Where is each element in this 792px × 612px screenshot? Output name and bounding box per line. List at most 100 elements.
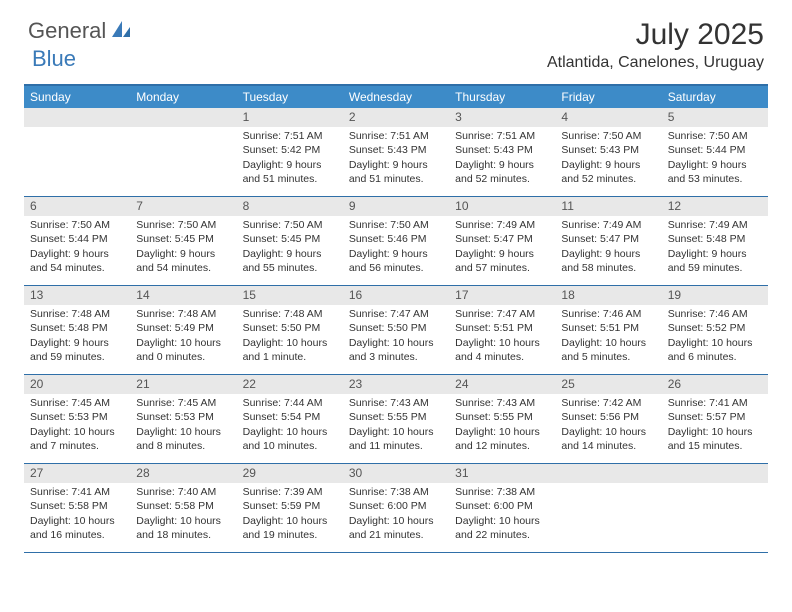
- day-number: 7: [130, 197, 236, 216]
- cell-body: Sunrise: 7:38 AMSunset: 6:00 PMDaylight:…: [449, 483, 555, 546]
- sunrise-text: Sunrise: 7:45 AM: [30, 396, 126, 410]
- cell-body: Sunrise: 7:47 AMSunset: 5:50 PMDaylight:…: [343, 305, 449, 368]
- sunset-text: Sunset: 5:44 PM: [30, 232, 126, 246]
- day-number: 4: [555, 108, 661, 127]
- cell-body: Sunrise: 7:50 AMSunset: 5:44 PMDaylight:…: [662, 127, 768, 190]
- daynum-row: 26: [662, 375, 768, 394]
- daynum-row: 12: [662, 197, 768, 216]
- day-cell: 6Sunrise: 7:50 AMSunset: 5:44 PMDaylight…: [24, 197, 130, 285]
- daylight-text: Daylight: 10 hours and 16 minutes.: [30, 514, 126, 542]
- day-number: 30: [343, 464, 449, 483]
- day-cell: [24, 108, 130, 196]
- cell-body: Sunrise: 7:48 AMSunset: 5:50 PMDaylight:…: [237, 305, 343, 368]
- day-cell: 25Sunrise: 7:42 AMSunset: 5:56 PMDayligh…: [555, 375, 661, 463]
- daynum-row: 6: [24, 197, 130, 216]
- day-cell: 13Sunrise: 7:48 AMSunset: 5:48 PMDayligh…: [24, 286, 130, 374]
- sunset-text: Sunset: 5:44 PM: [668, 143, 764, 157]
- daylight-text: Daylight: 10 hours and 19 minutes.: [243, 514, 339, 542]
- daynum-row: 25: [555, 375, 661, 394]
- sunset-text: Sunset: 5:45 PM: [136, 232, 232, 246]
- daynum-row: [130, 108, 236, 127]
- daynum-row: 23: [343, 375, 449, 394]
- sunset-text: Sunset: 5:47 PM: [561, 232, 657, 246]
- day-number: 8: [237, 197, 343, 216]
- header: General July 2025 Atlantida, Canelones, …: [0, 0, 792, 78]
- daynum-row: 1: [237, 108, 343, 127]
- sunset-text: Sunset: 5:52 PM: [668, 321, 764, 335]
- logo-text-blue-wrap: Blue: [32, 46, 76, 72]
- daynum-row: 30: [343, 464, 449, 483]
- day-number: 16: [343, 286, 449, 305]
- daynum-row: 17: [449, 286, 555, 305]
- weeks-container: 1Sunrise: 7:51 AMSunset: 5:42 PMDaylight…: [24, 108, 768, 553]
- day-cell: 20Sunrise: 7:45 AMSunset: 5:53 PMDayligh…: [24, 375, 130, 463]
- cell-body: Sunrise: 7:40 AMSunset: 5:58 PMDaylight:…: [130, 483, 236, 546]
- day-cell: 27Sunrise: 7:41 AMSunset: 5:58 PMDayligh…: [24, 464, 130, 552]
- sunset-text: Sunset: 5:51 PM: [455, 321, 551, 335]
- sunrise-text: Sunrise: 7:38 AM: [349, 485, 445, 499]
- cell-body: Sunrise: 7:50 AMSunset: 5:45 PMDaylight:…: [130, 216, 236, 279]
- day-cell: 11Sunrise: 7:49 AMSunset: 5:47 PMDayligh…: [555, 197, 661, 285]
- daynum-row: 24: [449, 375, 555, 394]
- cell-body: Sunrise: 7:48 AMSunset: 5:48 PMDaylight:…: [24, 305, 130, 368]
- sunrise-text: Sunrise: 7:40 AM: [136, 485, 232, 499]
- dayname: Sunday: [24, 86, 130, 108]
- sunset-text: Sunset: 5:48 PM: [30, 321, 126, 335]
- day-cell: 4Sunrise: 7:50 AMSunset: 5:43 PMDaylight…: [555, 108, 661, 196]
- cell-body: [555, 483, 661, 489]
- daylight-text: Daylight: 10 hours and 10 minutes.: [243, 425, 339, 453]
- sunset-text: Sunset: 5:47 PM: [455, 232, 551, 246]
- daynum-row: [24, 108, 130, 127]
- daynum-row: 27: [24, 464, 130, 483]
- sunset-text: Sunset: 5:58 PM: [136, 499, 232, 513]
- day-cell: 21Sunrise: 7:45 AMSunset: 5:53 PMDayligh…: [130, 375, 236, 463]
- dayname: Saturday: [662, 86, 768, 108]
- day-number: 23: [343, 375, 449, 394]
- day-number: [130, 108, 236, 127]
- sunset-text: Sunset: 6:00 PM: [455, 499, 551, 513]
- daylight-text: Daylight: 9 hours and 54 minutes.: [136, 247, 232, 275]
- day-number: 27: [24, 464, 130, 483]
- sunrise-text: Sunrise: 7:42 AM: [561, 396, 657, 410]
- sunset-text: Sunset: 5:48 PM: [668, 232, 764, 246]
- sunrise-text: Sunrise: 7:41 AM: [668, 396, 764, 410]
- sunset-text: Sunset: 5:45 PM: [243, 232, 339, 246]
- cell-body: Sunrise: 7:50 AMSunset: 5:43 PMDaylight:…: [555, 127, 661, 190]
- cell-body: [662, 483, 768, 489]
- sunset-text: Sunset: 5:59 PM: [243, 499, 339, 513]
- cell-body: Sunrise: 7:49 AMSunset: 5:48 PMDaylight:…: [662, 216, 768, 279]
- cell-body: Sunrise: 7:46 AMSunset: 5:52 PMDaylight:…: [662, 305, 768, 368]
- sunrise-text: Sunrise: 7:41 AM: [30, 485, 126, 499]
- day-number: 22: [237, 375, 343, 394]
- daynum-row: 28: [130, 464, 236, 483]
- cell-body: Sunrise: 7:50 AMSunset: 5:46 PMDaylight:…: [343, 216, 449, 279]
- day-cell: [555, 464, 661, 552]
- day-cell: 9Sunrise: 7:50 AMSunset: 5:46 PMDaylight…: [343, 197, 449, 285]
- sunrise-text: Sunrise: 7:51 AM: [455, 129, 551, 143]
- cell-body: Sunrise: 7:38 AMSunset: 6:00 PMDaylight:…: [343, 483, 449, 546]
- cell-body: Sunrise: 7:49 AMSunset: 5:47 PMDaylight:…: [449, 216, 555, 279]
- cell-body: Sunrise: 7:43 AMSunset: 5:55 PMDaylight:…: [449, 394, 555, 457]
- day-cell: 14Sunrise: 7:48 AMSunset: 5:49 PMDayligh…: [130, 286, 236, 374]
- cell-body: Sunrise: 7:43 AMSunset: 5:55 PMDaylight:…: [343, 394, 449, 457]
- cell-body: Sunrise: 7:45 AMSunset: 5:53 PMDaylight:…: [24, 394, 130, 457]
- daylight-text: Daylight: 10 hours and 3 minutes.: [349, 336, 445, 364]
- day-number: 25: [555, 375, 661, 394]
- daylight-text: Daylight: 10 hours and 15 minutes.: [668, 425, 764, 453]
- daylight-text: Daylight: 9 hours and 51 minutes.: [243, 158, 339, 186]
- day-number: 11: [555, 197, 661, 216]
- cell-body: Sunrise: 7:48 AMSunset: 5:49 PMDaylight:…: [130, 305, 236, 368]
- cell-body: [24, 127, 130, 133]
- daylight-text: Daylight: 9 hours and 55 minutes.: [243, 247, 339, 275]
- daylight-text: Daylight: 9 hours and 59 minutes.: [668, 247, 764, 275]
- sunrise-text: Sunrise: 7:46 AM: [561, 307, 657, 321]
- sunrise-text: Sunrise: 7:51 AM: [349, 129, 445, 143]
- sunrise-text: Sunrise: 7:45 AM: [136, 396, 232, 410]
- logo-sail-icon: [110, 19, 132, 44]
- day-number: [24, 108, 130, 127]
- week-row: 6Sunrise: 7:50 AMSunset: 5:44 PMDaylight…: [24, 197, 768, 286]
- sunrise-text: Sunrise: 7:48 AM: [243, 307, 339, 321]
- day-cell: 22Sunrise: 7:44 AMSunset: 5:54 PMDayligh…: [237, 375, 343, 463]
- sunrise-text: Sunrise: 7:48 AM: [136, 307, 232, 321]
- daynum-row: 31: [449, 464, 555, 483]
